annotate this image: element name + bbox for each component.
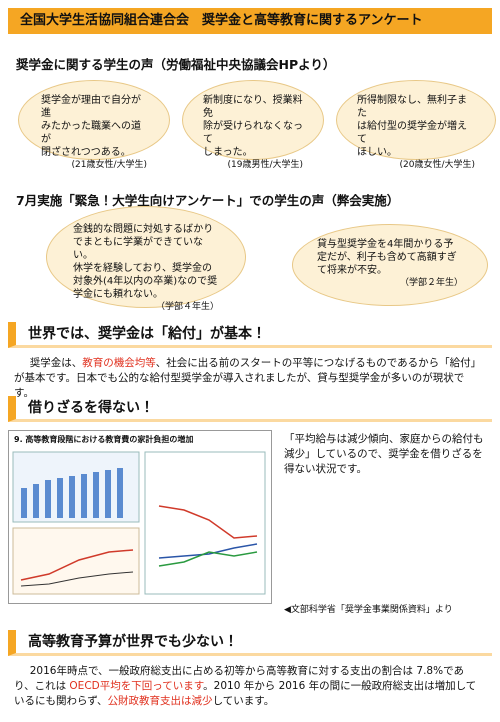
line xyxy=(20,549,134,581)
section-heading: 世界では、奨学金は「給付」が基本！ xyxy=(8,322,492,348)
emphasis: OECD平均を下回っています xyxy=(69,680,204,692)
text: 、社会に出る前のスタートの平等につなげるものであるから「給付」が基本です。日本で… xyxy=(14,357,482,399)
paragraph: 2016年時点で、一般政府総支出に占める初等から高等教育に対する支出の割合は 7… xyxy=(14,664,484,709)
bubble-line: でまともに学業ができていない。 xyxy=(73,237,203,261)
source: ◀文部科学省「奨学金事業関係資料」より xyxy=(284,605,453,615)
bubble-line: 学金にも頼れない。 xyxy=(73,289,163,300)
line xyxy=(158,505,258,539)
text: 奨学金は、 xyxy=(29,357,83,369)
quote: 「平均給与は減少傾向、家庭からの給付も減少」しているので、奨学金を借りざるを得な… xyxy=(284,433,484,475)
line xyxy=(158,551,258,567)
bubble-line: 対象外(4年以内の卒業)なので奨 xyxy=(73,276,218,287)
voices-heading: 7月実施「緊急！大学生向けアンケート」での学生の声（弊会実施） xyxy=(16,193,400,208)
bubble-line: て将来が不安。 xyxy=(317,265,387,276)
speech-bubble: 金銭的な問題に対処するばかりでまともに学業ができていない。休学を経験しており、奨… xyxy=(46,206,246,312)
bubble-line: 奨学金が理由で自分が進 xyxy=(41,95,141,119)
section-heading: 借りざるを得ない！ xyxy=(8,396,492,422)
header-title: 全国大学生活協同組合連合会 奨学金と高等教育に関するアンケート xyxy=(8,8,492,34)
figure: 9. 高等教育段階における教育費の家計負担の増加 xyxy=(8,430,272,604)
speech-bubble: 新制度になり、授業料免 除が受けられなくなってしまった。 (19歳男性/大学生) xyxy=(182,80,324,170)
speech-bubble: 貸与型奨学金を4年間かりる予 定だが、利子も含めて高額すぎ て将来が不安。 （学部２年… xyxy=(292,224,488,306)
paragraph: 奨学金は、教育の機会均等、社会に出る前のスタートの平等につなげるものであるから「… xyxy=(14,356,484,401)
emphasis: 教育の機会均等 xyxy=(82,357,156,369)
text: 。2010 年から 2016 年の間に一般政府総支出は増加しているにも関わらず、 xyxy=(14,680,477,707)
bubble-line: しまった。 xyxy=(203,147,253,158)
bubble-author: (21歳女性/大学生) xyxy=(71,160,147,170)
bars xyxy=(21,468,123,518)
bubble-author: (19歳男性/大学生) xyxy=(227,160,303,170)
bubble-line: 休学を経験しており、奨学金の xyxy=(73,263,212,274)
bubble-line: みたかった職業への道が xyxy=(41,121,141,145)
bubble-line: 所得制限なし、無利子また xyxy=(357,95,467,119)
bubble-line: 定だが、利子も含めて高額すぎ xyxy=(317,252,457,263)
text: しています。 xyxy=(212,695,275,707)
bubble-author: (20歳女性/大学生) xyxy=(399,160,475,170)
bubble-line: ほしい。 xyxy=(357,147,397,158)
text: 2016年時点で、一般政府総支出に占める初等から高等教育に対する支出の割合は 7… xyxy=(14,665,464,692)
figure-title: 9. 高等教育段階における教育費の家計負担の増加 xyxy=(14,435,194,444)
speech-bubble: 奨学金が理由で自分が進 みたかった職業への道が閉ざされつつある。 (21歳女性/大学… xyxy=(18,80,170,170)
bubble-author: （学部２年生） xyxy=(399,278,463,288)
bubble-line: 新制度になり、授業料免 xyxy=(203,95,303,119)
voices-heading: 奨学金に関する学生の声（労働福祉中央協議会HPより） xyxy=(16,57,336,72)
bubble-line: 金銭的な問題に対処するばかり xyxy=(73,224,214,235)
line xyxy=(158,543,258,559)
bubble-line: は給付型の奨学金が増えて xyxy=(357,121,467,145)
panel xyxy=(144,451,266,595)
line xyxy=(20,571,134,587)
bubble-line: 貸与型奨学金を4年間かりる予 xyxy=(317,239,454,250)
section-heading: 高等教育予算が世界でも少ない！ xyxy=(8,630,492,656)
emphasis: 公財政教育支出は減少 xyxy=(107,695,213,707)
bubble-line: 閉ざされつつある。 xyxy=(41,147,131,158)
bubble-line: 除が受けられなくなって xyxy=(203,121,303,145)
figure-graphic xyxy=(12,451,266,595)
bubble-author: （学部４年生） xyxy=(155,302,219,312)
speech-bubble: 所得制限なし、無利子また は給付型の奨学金が増えてほしい。 (20歳女性/大学生) xyxy=(336,80,496,170)
